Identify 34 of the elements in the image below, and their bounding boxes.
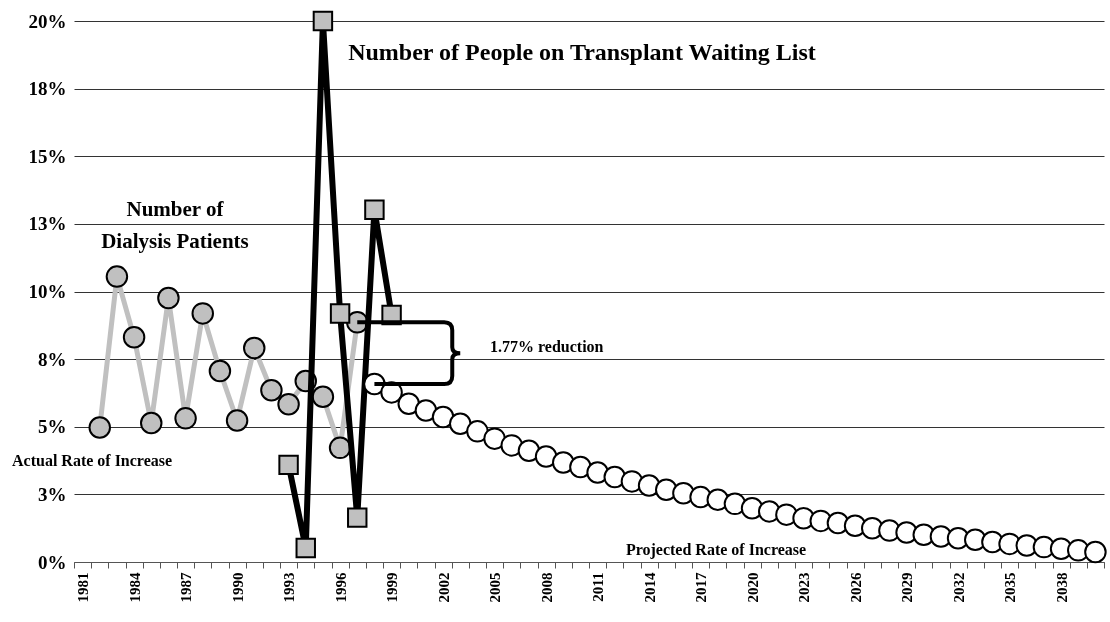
y-tick-label: 0% xyxy=(38,551,67,573)
x-tick-label: 2014 xyxy=(641,572,658,603)
x-tick-label: 2005 xyxy=(487,572,504,603)
x-tick-label: 2032 xyxy=(950,572,967,603)
series-label: Number of Dialysis Patients xyxy=(101,197,249,253)
y-tick-label: 18% xyxy=(28,78,67,100)
x-tick-label: 1981 xyxy=(75,572,92,603)
x-tick-label: 2011 xyxy=(590,572,607,602)
x-tick-label: 2035 xyxy=(1002,572,1019,603)
x-tick-label: 2023 xyxy=(796,572,813,603)
x-tick-label: 1984 xyxy=(126,572,143,603)
x-tick-label: 1993 xyxy=(281,572,298,603)
annotation: Actual Rate of Increase xyxy=(12,452,173,469)
y-tick-label: 8% xyxy=(38,348,67,370)
x-tick-label: 1987 xyxy=(178,572,195,603)
x-tick-label: 1999 xyxy=(384,572,401,603)
series-label: Projected Rate of Increase xyxy=(625,541,807,559)
x-tick-label: 2038 xyxy=(1053,572,1070,603)
x-tick-label: 1996 xyxy=(332,572,349,603)
x-tick-label: 2008 xyxy=(538,572,555,603)
x-tick-label: 2020 xyxy=(744,572,761,603)
y-tick-label: 15% xyxy=(28,145,67,167)
x-tick-label: 2017 xyxy=(693,572,710,603)
y-tick-label: 20% xyxy=(28,10,67,32)
y-tick-label: 5% xyxy=(38,416,67,438)
y-tick-label: 13% xyxy=(28,213,67,235)
x-tick-label: 2029 xyxy=(899,572,916,603)
y-tick-label: 3% xyxy=(38,483,67,505)
series-label: Number of People on Transplant Waiting List xyxy=(348,39,816,65)
y-tick-label: 10% xyxy=(28,281,67,302)
x-tick-label: 2026 xyxy=(847,572,864,603)
x-tick-label: 1990 xyxy=(229,572,246,603)
x-tick-label: 2002 xyxy=(435,572,452,603)
annotation: 1.77% reduction xyxy=(490,338,604,355)
